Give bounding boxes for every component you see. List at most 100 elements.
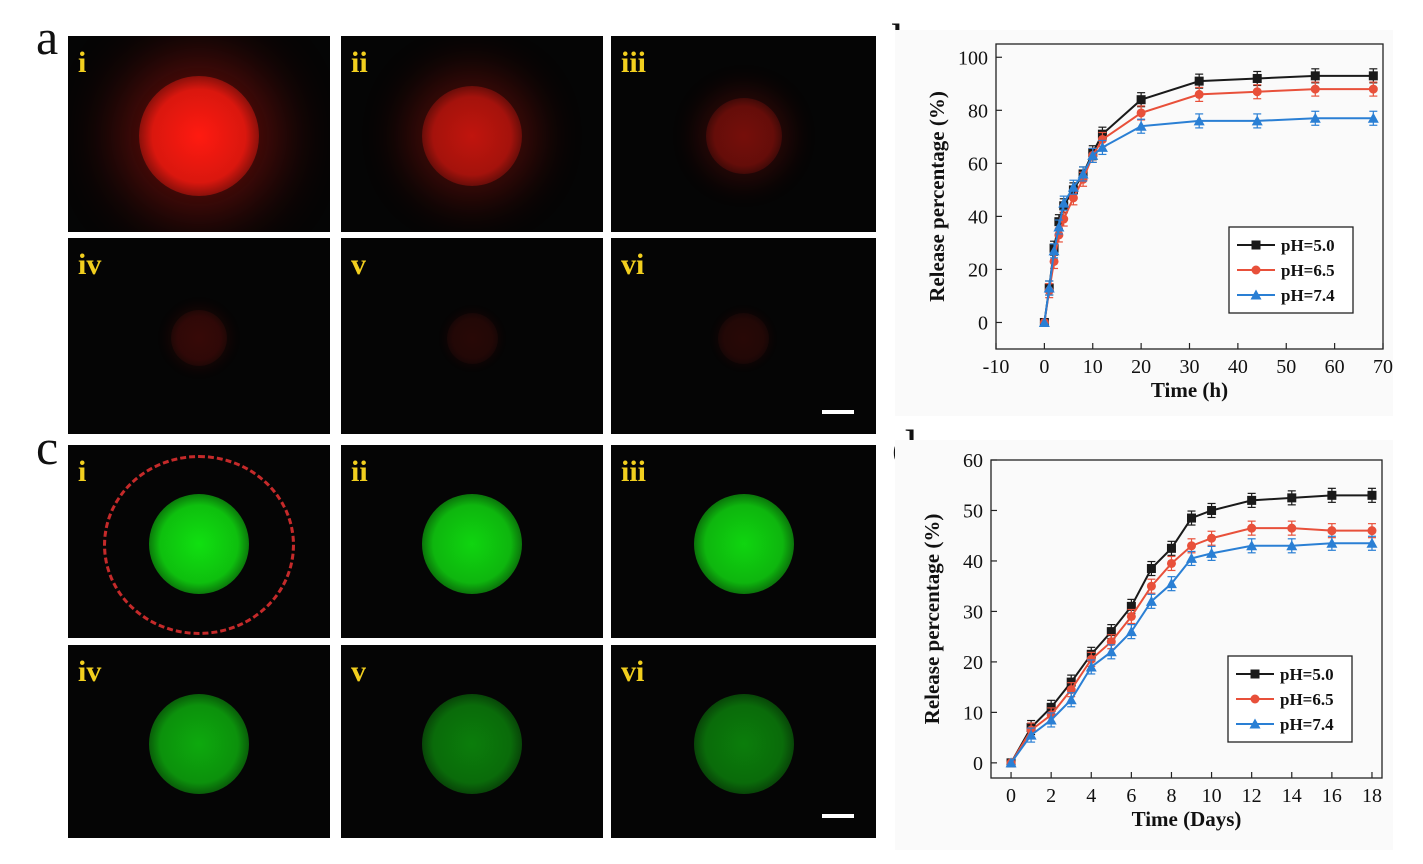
x-tick-label: 10	[1202, 785, 1222, 807]
x-tick-label: 60	[1325, 356, 1345, 378]
y-tick-label: 80	[968, 100, 988, 122]
panel-label-a: a	[36, 9, 59, 65]
chart-d-container: 0 2 4 6 8 10 12 14 16 18 0 10 20 30 40 50 60 Time (Days) R…	[895, 440, 1393, 850]
data-point	[1368, 71, 1378, 81]
data-point	[1251, 265, 1261, 275]
fluorescent-spot	[422, 693, 522, 794]
data-point	[1106, 637, 1116, 647]
data-point	[1136, 95, 1146, 105]
micrograph-c-iii: iii	[611, 445, 876, 638]
micrograph-label: ii	[351, 455, 368, 488]
data-point	[1043, 282, 1055, 293]
data-point	[1068, 193, 1078, 203]
data-point	[1005, 757, 1017, 768]
micrograph-label: i	[78, 46, 87, 79]
x-tick-label: 16	[1322, 785, 1342, 807]
data-point	[1327, 490, 1337, 500]
data-point	[1367, 112, 1379, 123]
release-chart-days: 0 2 4 6 8 10 12 14 16 18 0 10 20 30 40 50 60 Time (Days) R…	[920, 450, 1383, 831]
y-tick-label: 40	[968, 206, 988, 228]
fluorescent-spot	[446, 312, 498, 364]
fluorescent-spot	[705, 98, 782, 174]
micrograph-label: ii	[351, 46, 368, 79]
data-point	[1085, 661, 1097, 672]
data-point	[1096, 141, 1108, 152]
data-point	[1326, 537, 1338, 548]
micrograph-label: iii	[621, 455, 647, 488]
x-tick-label: 14	[1282, 785, 1302, 807]
x-tick-label: -10	[983, 356, 1010, 378]
data-point	[1206, 547, 1218, 558]
chart-b-container: -10 0 10 20 30 40 50 60 70 0 20 40 60 80 100 Time (h) Re…	[895, 30, 1393, 416]
y-tick-label: 30	[963, 601, 983, 623]
data-point	[1187, 513, 1197, 523]
micrograph-label: vi	[621, 248, 645, 281]
data-point	[1105, 646, 1117, 657]
micrograph-a-ii: ii	[341, 36, 603, 232]
data-point	[1367, 490, 1377, 500]
data-point	[1250, 289, 1262, 300]
micrograph-a-v: v	[341, 238, 603, 434]
x-tick-label: 50	[1276, 356, 1296, 378]
micrograph-c-v: v	[341, 645, 603, 838]
x-tick-label: 0	[1039, 356, 1049, 378]
release-chart-hours: -10 0 10 20 30 40 50 60 70 0 20 40 60 80 100 Time (h) Re…	[925, 43, 1393, 402]
y-axis-label: Release percentage (%)	[920, 514, 944, 725]
data-point	[1246, 540, 1258, 551]
micrograph-c-iv: iv	[68, 645, 330, 838]
micrograph-label: vi	[621, 655, 645, 688]
data-point	[1106, 627, 1116, 637]
data-point	[1166, 543, 1176, 553]
data-point	[1250, 694, 1260, 704]
data-point	[1025, 729, 1037, 740]
y-tick-label: 60	[963, 450, 983, 472]
micrograph-c-vi: vi	[611, 645, 876, 838]
data-point	[1194, 89, 1204, 99]
x-tick-label: 12	[1242, 785, 1262, 807]
data-point	[1126, 611, 1136, 621]
legend-label: pH=6.5	[1281, 261, 1335, 280]
x-tick-label: 0	[1006, 785, 1016, 807]
fluorescent-spot	[171, 310, 227, 366]
x-tick-label: 18	[1362, 785, 1382, 807]
y-tick-label: 60	[968, 153, 988, 175]
x-tick-label: 20	[1131, 356, 1151, 378]
scale-bar	[822, 814, 854, 818]
x-axis-label: Time (Days)	[1132, 807, 1242, 831]
data-point	[1135, 120, 1147, 131]
data-point	[1327, 526, 1337, 536]
data-point	[1146, 581, 1156, 591]
data-point	[1045, 714, 1057, 725]
data-point	[1252, 73, 1262, 83]
fluorescent-spot	[693, 493, 794, 594]
y-tick-label: 40	[963, 551, 983, 573]
legend-box	[1228, 226, 1354, 314]
x-tick-label: 8	[1166, 785, 1176, 807]
micrograph-label: iii	[621, 46, 647, 79]
data-point	[1366, 537, 1378, 548]
data-point	[1207, 533, 1217, 543]
micrograph-label: iv	[78, 655, 102, 688]
micrograph-c-i: i	[68, 445, 330, 638]
plot-frame	[990, 459, 1383, 779]
data-point	[1250, 669, 1260, 679]
data-point	[1187, 541, 1197, 551]
data-point	[1066, 685, 1076, 695]
micrograph-a-iv: iv	[68, 238, 330, 434]
y-tick-label: 50	[963, 500, 983, 522]
dashed-outline-circle	[103, 455, 295, 635]
data-point	[1186, 552, 1198, 563]
micrograph-label: v	[351, 655, 366, 688]
y-tick-label: 20	[968, 259, 988, 281]
data-point	[1166, 558, 1176, 568]
data-point	[1067, 181, 1079, 192]
micrograph-label: i	[78, 455, 87, 488]
data-point	[1165, 578, 1177, 589]
x-tick-label: 10	[1083, 356, 1103, 378]
x-axis-label: Time (h)	[1151, 378, 1228, 402]
legend-label: pH=7.4	[1281, 286, 1335, 305]
data-point	[1058, 197, 1070, 208]
data-point	[1048, 245, 1060, 256]
x-tick-label: 6	[1126, 785, 1136, 807]
data-point	[1251, 115, 1263, 126]
